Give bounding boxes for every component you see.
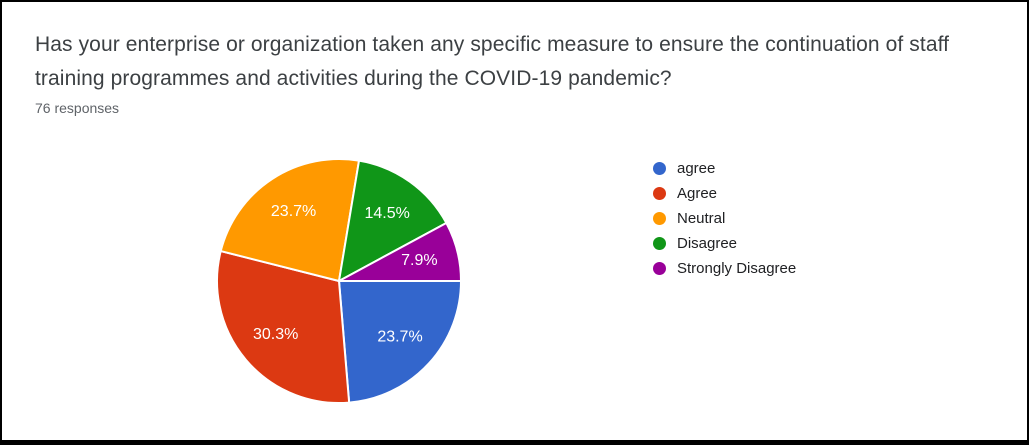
legend-color-dot <box>653 237 666 250</box>
legend-item-strongly-disagree: Strongly Disagree <box>653 256 796 281</box>
legend-color-dot <box>653 187 666 200</box>
pie-slice-label: 23.7% <box>377 329 422 346</box>
chart-legend: agree Agree Neutral Disagree Strongly Disagr… <box>653 156 796 281</box>
pie-slice-neutral[interactable] <box>219 158 361 282</box>
legend-label: Strongly Disagree <box>677 260 797 277</box>
pie-slice-agree[interactable] <box>216 250 351 404</box>
pie-slice-label: 14.5% <box>365 205 410 222</box>
legend-label: Agree <box>677 185 718 202</box>
legend-item-neutral: Neutral <box>653 206 796 231</box>
legend-item-agree: agree <box>653 156 796 181</box>
pie-slice-label: 7.9% <box>401 252 437 269</box>
pie-slice-strongly-disagree[interactable] <box>338 221 462 282</box>
legend-item-disagree: Disagree <box>653 231 796 256</box>
pie-slice-agree[interactable] <box>338 280 462 404</box>
pie-slice-disagree[interactable] <box>338 159 448 282</box>
legend-color-dot <box>653 262 666 275</box>
responses-count: 76 responses <box>35 100 120 116</box>
pie-chart: 23.7% 30.3% 23.7% 14.5% 7.9% <box>216 158 462 404</box>
pie-slice-label: 23.7% <box>271 203 316 220</box>
legend-label: Neutral <box>677 210 726 227</box>
legend-color-dot <box>653 212 666 225</box>
legend-label: Disagree <box>677 235 738 252</box>
legend-label: agree <box>677 160 716 177</box>
legend-color-dot <box>653 162 666 175</box>
pie-slice-label: 30.3% <box>253 326 298 343</box>
question-title: Has your enterprise or organization take… <box>35 33 950 90</box>
legend-item-agree: Agree <box>653 181 796 206</box>
